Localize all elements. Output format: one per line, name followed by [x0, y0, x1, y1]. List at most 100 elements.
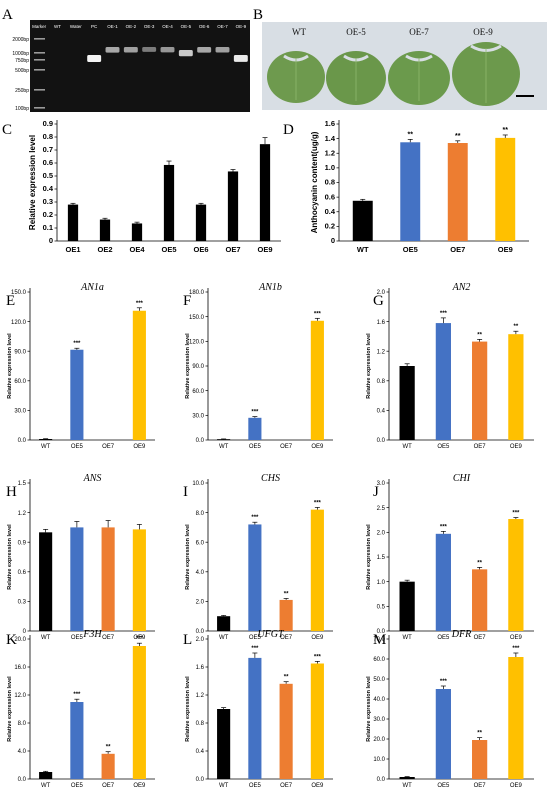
- panel-letter: K: [6, 632, 17, 648]
- chart-l: L UFGT 0.0 0.4 0.8 1.2 1.6 2.0 Relative expressi…: [183, 629, 333, 789]
- chart-c: C 0 0.1 0.2 0.3 0.4 0.5 0.6 0.7 0.8 0.9 Relative ex…: [2, 119, 281, 254]
- bar-oe7: [279, 599, 293, 631]
- y-tick-label: 30.0: [373, 717, 385, 723]
- x-tick-label: OE5: [71, 635, 84, 641]
- bar-oe9: [259, 144, 271, 241]
- bar-oe5: [435, 533, 451, 631]
- chart-h: H ANS 0 0.3 0.6 0.9 1.2 1.5 Relative expression …: [6, 473, 155, 641]
- gene-title: CHS: [261, 473, 280, 484]
- leaf-oe-7: [388, 51, 450, 105]
- y-tick-label: 1.6: [325, 119, 335, 128]
- y-tick-label: 0.5: [43, 171, 53, 180]
- bar-oe7: [472, 740, 488, 779]
- x-tick-label: OE9: [133, 783, 146, 789]
- y-tick-label: 4.0: [18, 749, 27, 755]
- bar-wt: [39, 439, 53, 440]
- y-tick-label: 1.4: [325, 134, 336, 143]
- y-tick-label: 4.0: [196, 570, 205, 576]
- y-tick-label: 0.0: [196, 777, 205, 783]
- bar-wt: [352, 200, 373, 241]
- x-tick-label: WT: [402, 635, 412, 641]
- bar-wt: [399, 777, 415, 779]
- gel-lane-label: Marker: [32, 24, 47, 29]
- y-tick-label: 3.0: [377, 481, 386, 487]
- x-tick-label: OE9: [133, 635, 146, 641]
- y-tick-label: 1.0: [377, 580, 386, 586]
- y-tick-label: 12.0: [14, 693, 26, 699]
- y-tick-label: 0.2: [325, 222, 335, 231]
- y-tick-label: 20.0: [14, 637, 26, 643]
- significance-label: **: [503, 127, 509, 134]
- x-tick-label: OE9: [311, 783, 324, 789]
- bar-oe5: [435, 689, 451, 779]
- x-tick-label: OE7: [102, 783, 115, 789]
- gel-lane-label: OE-3: [144, 24, 155, 29]
- chart-m: M DFR 0.0 10.0 20.0 30.0 40.0 50.0 60.0 70.0 Relat…: [366, 629, 534, 789]
- x-tick-label: OE7: [102, 635, 115, 641]
- leaf-label-wt: WT: [292, 27, 306, 37]
- y-axis-label: Relative expression level: [185, 333, 191, 399]
- y-axis-label: Relative expression level: [185, 676, 191, 742]
- leaf-label-oe-5: OE-5: [346, 27, 366, 37]
- chart-k: K F3H 0.0 4.0 8.0 12.0 16.0 20.0 Relative expres…: [6, 629, 155, 789]
- y-tick-label: 0.4: [325, 207, 336, 216]
- panel-letter: F: [183, 293, 191, 309]
- marker-size-label: 250bp: [15, 88, 29, 94]
- marker-band: [34, 107, 45, 109]
- y-tick-label: 1.6: [377, 320, 386, 326]
- y-tick-label: 0.0: [18, 438, 27, 444]
- gene-title: DFR: [451, 629, 471, 640]
- bar-oe5: [163, 164, 175, 241]
- y-axis-label: Relative expression level: [366, 676, 372, 742]
- y-tick-label: 180.0: [189, 290, 205, 296]
- marker-size-label: 2000bp: [12, 37, 29, 43]
- x-tick-label: OE9: [133, 444, 146, 450]
- bar-oe6: [195, 204, 207, 241]
- panel-letter: I: [183, 484, 188, 500]
- y-tick-label: 8.0: [196, 511, 205, 517]
- x-tick-label: OE5: [437, 444, 450, 450]
- y-tick-label: 50.0: [373, 677, 385, 683]
- y-tick-label: 1.5: [18, 481, 27, 487]
- significance-label: **: [106, 745, 111, 751]
- marker-band: [34, 52, 45, 54]
- bar-oe1: [67, 204, 79, 241]
- x-tick-label: OE7: [102, 444, 115, 450]
- y-tick-label: 0.4: [377, 409, 386, 415]
- y-tick-label: 2.0: [196, 600, 205, 606]
- y-tick-label: 60.0: [14, 379, 26, 385]
- marker-band: [34, 89, 45, 91]
- bar-oe5: [248, 417, 262, 440]
- gel-lane-label: OE-4: [162, 24, 173, 29]
- y-tick-label: 0.4: [43, 184, 54, 193]
- significance-label: ***: [512, 646, 520, 652]
- x-tick-label: OE7: [280, 635, 293, 641]
- y-tick-label: 1.2: [325, 148, 335, 157]
- significance-label: **: [455, 133, 461, 140]
- marker-band: [34, 69, 45, 71]
- x-tick-label: WT: [402, 444, 412, 450]
- gel-image: [30, 20, 250, 112]
- bar-oe9: [508, 657, 524, 779]
- gel-lane-label: PC: [91, 24, 98, 29]
- panel-letter: E: [6, 293, 15, 309]
- x-tick-label: OE9: [498, 245, 513, 254]
- x-tick-label: OE4: [129, 245, 145, 254]
- y-tick-label: 0: [49, 236, 53, 245]
- panel-letter: L: [183, 632, 192, 648]
- leaf-oe-5: [326, 51, 386, 105]
- y-tick-label: 0.0: [196, 629, 205, 635]
- chart-i: I CHS 0.0 2.0 4.0 6.0 8.0 10.0 Relative expressi…: [183, 473, 333, 641]
- x-tick-label: OE5: [71, 783, 84, 789]
- bar-oe9: [495, 137, 516, 241]
- y-tick-label: 1.2: [377, 349, 386, 355]
- bar-oe9: [310, 509, 324, 631]
- bar-wt: [399, 581, 415, 631]
- bar-oe7: [101, 527, 115, 631]
- x-tick-label: WT: [219, 444, 229, 450]
- x-tick-label: OE7: [280, 783, 293, 789]
- gene-title: AN2: [452, 282, 471, 293]
- y-tick-label: 0.6: [18, 570, 27, 576]
- y-axis-label: Anthocyanin content(ug/g): [310, 131, 319, 233]
- significance-label: ***: [440, 311, 448, 317]
